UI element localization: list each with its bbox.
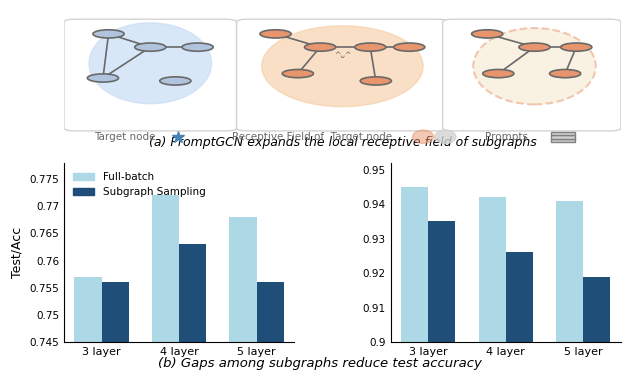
Circle shape xyxy=(561,43,592,51)
FancyBboxPatch shape xyxy=(551,132,575,135)
Bar xyxy=(152,195,179,372)
Text: Prompts: Prompts xyxy=(485,132,528,142)
Bar xyxy=(257,282,284,372)
Circle shape xyxy=(472,30,503,38)
Circle shape xyxy=(483,70,514,78)
Bar xyxy=(556,201,583,372)
Bar xyxy=(506,253,533,372)
Circle shape xyxy=(134,43,166,51)
Circle shape xyxy=(282,70,314,78)
Circle shape xyxy=(160,77,191,85)
Circle shape xyxy=(93,30,124,38)
FancyBboxPatch shape xyxy=(551,139,575,142)
Legend: Full-batch, Subgraph Sampling: Full-batch, Subgraph Sampling xyxy=(69,168,209,201)
Bar xyxy=(401,187,428,372)
Ellipse shape xyxy=(473,28,596,105)
Circle shape xyxy=(355,43,386,51)
Bar xyxy=(102,282,129,372)
Circle shape xyxy=(88,74,118,82)
FancyBboxPatch shape xyxy=(443,19,621,131)
Circle shape xyxy=(550,70,580,78)
Bar xyxy=(229,217,257,372)
Bar xyxy=(479,197,506,372)
Circle shape xyxy=(305,43,336,51)
Y-axis label: Test/Acc: Test/Acc xyxy=(11,227,24,278)
Text: ^ᴗ^: ^ᴗ^ xyxy=(333,51,351,60)
Ellipse shape xyxy=(89,23,212,104)
Circle shape xyxy=(182,43,213,51)
Text: (b) Gaps among subgraphs reduce test accuracy: (b) Gaps among subgraphs reduce test acc… xyxy=(158,357,482,370)
Ellipse shape xyxy=(435,130,456,143)
Ellipse shape xyxy=(413,130,434,143)
Text: (a) PromptGCN expands the local receptive field of subgraphs: (a) PromptGCN expands the local receptiv… xyxy=(148,136,536,149)
Bar xyxy=(428,221,456,372)
Bar xyxy=(179,244,206,372)
FancyBboxPatch shape xyxy=(237,19,448,131)
Circle shape xyxy=(260,30,291,38)
Circle shape xyxy=(360,77,392,85)
Circle shape xyxy=(519,43,550,51)
Text: Receptive Field of  Target node: Receptive Field of Target node xyxy=(232,132,392,142)
Circle shape xyxy=(394,43,425,51)
Bar xyxy=(74,277,102,372)
Ellipse shape xyxy=(262,26,423,107)
FancyBboxPatch shape xyxy=(64,19,237,131)
Bar xyxy=(583,277,611,372)
Text: Target node: Target node xyxy=(95,132,156,142)
FancyBboxPatch shape xyxy=(551,135,575,139)
